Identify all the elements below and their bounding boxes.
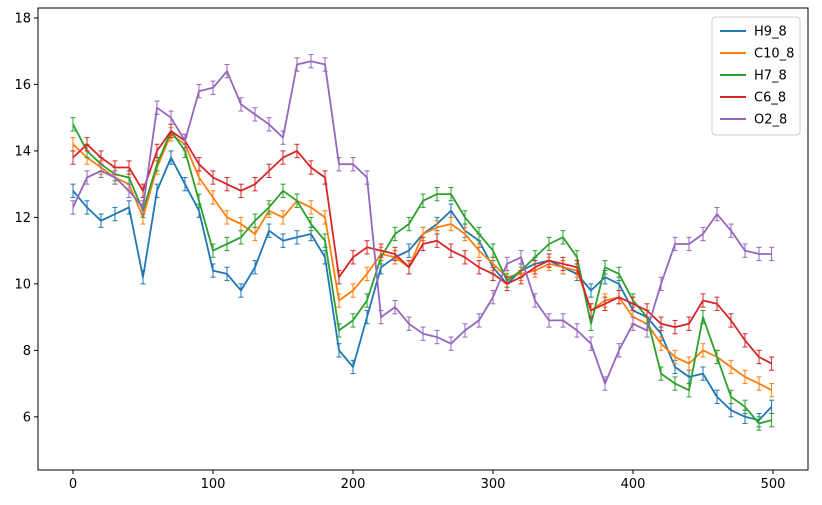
y-tick-label: 12 <box>14 211 31 226</box>
series-line-C6_8 <box>72 130 773 365</box>
legend-label-C6_8: C6_8 <box>754 91 786 106</box>
legend-label-H9_8: H9_8 <box>754 25 787 40</box>
x-tick-label: 200 <box>341 477 366 492</box>
y-tick-label: 8 <box>23 344 31 359</box>
series-H7_8 <box>70 117 775 431</box>
series-line-C10_8 <box>72 133 773 391</box>
x-tick-label: 0 <box>69 477 77 492</box>
x-tick-label: 300 <box>481 477 506 492</box>
x-tick-label: 400 <box>621 477 646 492</box>
y-tick-label: 16 <box>14 78 31 93</box>
series-O2_8 <box>70 54 775 391</box>
legend-label-H7_8: H7_8 <box>754 69 787 84</box>
legend-box <box>711 16 801 136</box>
y-tick-label: 6 <box>23 410 31 425</box>
legend-label-O2_8: O2_8 <box>754 113 787 128</box>
axes-layer: 0 100 200 300 400 500 6 8 10 12 14 16 18 <box>14 7 809 492</box>
x-tick-label: 500 <box>761 477 786 492</box>
series-line-O2_8 <box>72 60 772 385</box>
y-tick-label: 14 <box>14 144 31 159</box>
series-line-H7_8 <box>72 123 772 425</box>
x-tick-label: 100 <box>201 477 226 492</box>
series-C6_8 <box>70 123 775 371</box>
plot-frame <box>37 7 809 471</box>
series-layer <box>70 54 775 431</box>
y-tick-label: 10 <box>14 277 31 292</box>
y-tick-label: 18 <box>14 11 31 26</box>
legend-label-C10_8: C10_8 <box>754 47 794 62</box>
legend: H9_8 C10_8 H7_8 C6_8 O2_8 <box>711 16 801 136</box>
